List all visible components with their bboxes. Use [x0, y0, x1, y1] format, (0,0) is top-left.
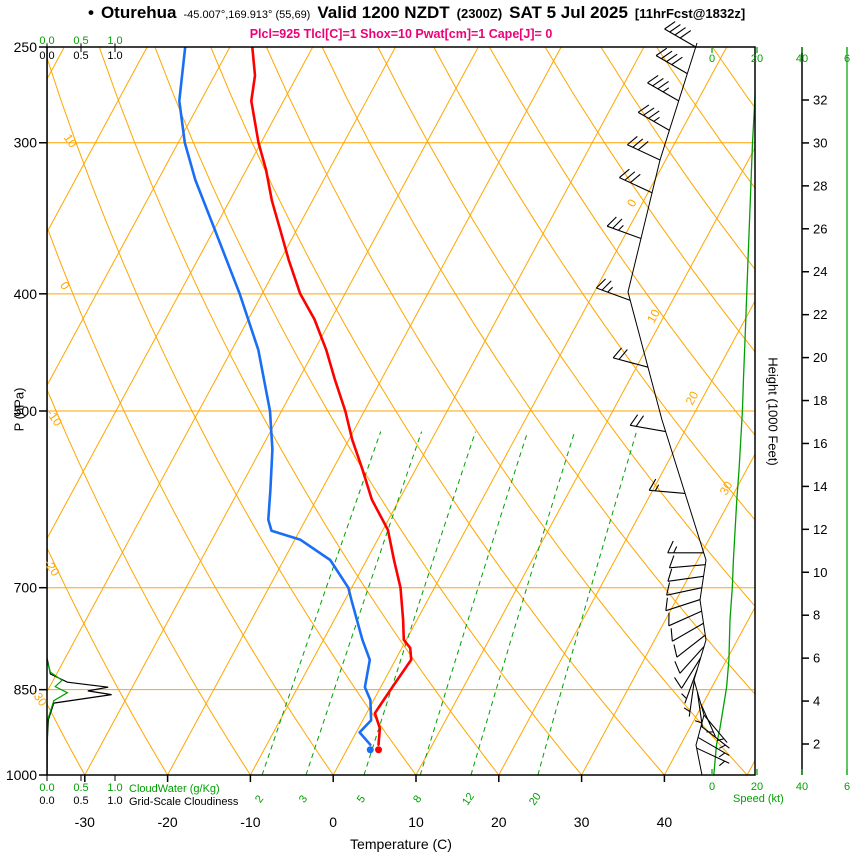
svg-text:4: 4 — [813, 694, 820, 709]
svg-text:-30: -30 — [75, 814, 95, 830]
svg-text:1000: 1000 — [6, 767, 37, 783]
svg-text:20: 20 — [491, 814, 507, 830]
station-name: Oturehua — [100, 3, 177, 22]
svg-text:0.0: 0.0 — [39, 50, 54, 62]
cloudwater-axis-label: CloudWater (g/Kg) — [129, 783, 220, 795]
svg-text:32: 32 — [813, 92, 827, 107]
svg-text:6: 6 — [844, 53, 850, 65]
svg-text:300: 300 — [14, 135, 38, 151]
svg-text:0: 0 — [709, 53, 715, 65]
svg-text:0.0: 0.0 — [39, 782, 54, 794]
svg-text:10: 10 — [61, 131, 80, 150]
station-coords: -45.007°,169.913° (55,69) — [183, 9, 311, 21]
svg-text:8: 8 — [411, 793, 424, 805]
svg-text:1.0: 1.0 — [107, 795, 122, 807]
svg-text:10: 10 — [813, 565, 827, 580]
svg-text:12: 12 — [813, 522, 827, 537]
svg-text:-10: -10 — [240, 814, 260, 830]
svg-text:0: 0 — [624, 196, 640, 209]
svg-text:28: 28 — [813, 178, 827, 193]
valid-time: Valid 1200 NZDT — [317, 3, 450, 22]
svg-text:0: 0 — [709, 781, 715, 793]
svg-text:12: 12 — [460, 791, 477, 808]
svg-text:6: 6 — [844, 781, 850, 793]
svg-text:2: 2 — [253, 793, 266, 805]
chart-title: • Oturehua -45.007°,169.913° (55,69) Val… — [88, 3, 745, 23]
svg-text:40: 40 — [796, 781, 808, 793]
svg-text:0.0: 0.0 — [39, 35, 54, 47]
svg-text:20: 20 — [527, 791, 544, 808]
svg-text:1.0: 1.0 — [107, 35, 122, 47]
svg-text:0.5: 0.5 — [73, 35, 88, 47]
svg-text:850: 850 — [14, 682, 38, 698]
svg-text:2: 2 — [813, 737, 820, 752]
speed-axis-label: Speed (kt) — [733, 793, 784, 805]
svg-text:8: 8 — [813, 608, 820, 623]
height-axis-label: Height (1000 Feet) — [765, 357, 781, 466]
svg-text:20: 20 — [751, 781, 763, 793]
svg-text:-20: -20 — [41, 557, 63, 580]
svg-text:0.5: 0.5 — [73, 782, 88, 794]
svg-text:14: 14 — [813, 479, 827, 494]
svg-text:400: 400 — [14, 286, 38, 302]
svg-text:6: 6 — [813, 651, 820, 666]
svg-text:26: 26 — [813, 221, 827, 236]
svg-text:5: 5 — [355, 793, 368, 805]
svg-text:0.5: 0.5 — [73, 50, 88, 62]
svg-text:700: 700 — [14, 580, 38, 596]
svg-text:0.5: 0.5 — [73, 795, 88, 807]
svg-text:20: 20 — [813, 350, 827, 365]
valid-utc: (2300Z) — [456, 6, 503, 21]
svg-text:0: 0 — [329, 814, 337, 830]
svg-text:0: 0 — [57, 279, 72, 293]
forecast-info: [11hrFcst@1832z] — [634, 6, 746, 21]
valid-date: SAT 5 Jul 2025 — [509, 3, 628, 22]
svg-text:18: 18 — [813, 393, 827, 408]
svg-text:16: 16 — [813, 436, 827, 451]
svg-text:20: 20 — [751, 53, 763, 65]
svg-text:1.0: 1.0 — [107, 50, 122, 62]
temperature-axis-label: Temperature (C) — [350, 836, 452, 852]
stability-parameters-line: Plcl=925 Tlcl[C]=1 Shox=10 Pwat[cm]=1 Ca… — [249, 27, 553, 41]
svg-text:3: 3 — [297, 793, 310, 805]
svg-text:-20: -20 — [157, 814, 177, 830]
svg-text:30: 30 — [574, 814, 590, 830]
svg-text:40: 40 — [657, 814, 673, 830]
svg-text:22: 22 — [813, 307, 827, 322]
cloudiness-axis-label: Grid-Scale Cloudiness — [129, 796, 239, 808]
svg-text:40: 40 — [796, 53, 808, 65]
svg-text:250: 250 — [14, 39, 38, 55]
svg-text:10: 10 — [644, 307, 663, 326]
svg-text:10: 10 — [408, 814, 424, 830]
svg-text:0.0: 0.0 — [39, 795, 54, 807]
svg-text:30: 30 — [717, 479, 736, 498]
svg-text:500: 500 — [14, 403, 38, 419]
svg-text:24: 24 — [813, 264, 827, 279]
svg-text:30: 30 — [813, 135, 827, 150]
svg-text:1.0: 1.0 — [107, 782, 122, 794]
pressure-axis-label: P (hPa) — [11, 387, 27, 432]
station-bullet: • — [88, 3, 94, 22]
svg-text:20: 20 — [683, 389, 702, 408]
